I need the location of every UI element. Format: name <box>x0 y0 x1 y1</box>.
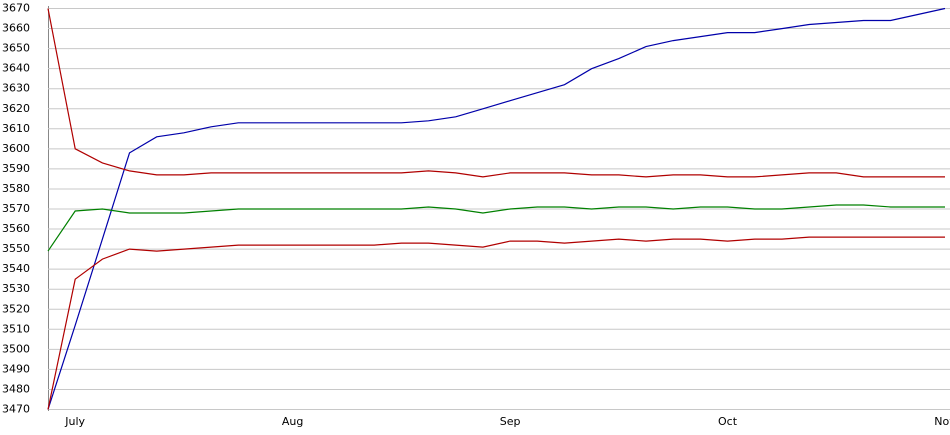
series-line <box>47 204 945 252</box>
y-tick-label: 3660 <box>2 22 30 35</box>
y-tick-label: 3580 <box>2 182 30 195</box>
y-tick-label: 3530 <box>2 282 30 295</box>
y-tick-label: 3510 <box>2 322 30 335</box>
x-tick-label: Nov <box>934 415 950 428</box>
x-tick-label: July <box>64 415 85 428</box>
y-tick-label: 3520 <box>2 302 30 315</box>
y-tick-label: 3620 <box>2 102 30 115</box>
y-tick-label: 3490 <box>2 362 30 375</box>
y-tick-label: 3600 <box>2 142 30 155</box>
series-line <box>47 236 945 410</box>
y-tick-label: 3590 <box>2 162 30 175</box>
y-tick-label: 3550 <box>2 242 30 255</box>
series-line <box>47 7 946 410</box>
x-tick-label: Aug <box>282 415 303 428</box>
y-tick-label: 3480 <box>2 382 30 395</box>
y-tick-label: 3470 <box>2 403 30 416</box>
y-tick-label: 3640 <box>2 62 30 75</box>
y-tick-label: 3610 <box>2 122 30 135</box>
y-tick-label: 3630 <box>2 82 30 95</box>
y-tick-label: 3540 <box>2 262 30 275</box>
x-tick-label: Sep <box>500 415 521 428</box>
y-tick-label: 3570 <box>2 202 30 215</box>
y-tick-label: 3560 <box>2 222 30 235</box>
x-tick-label: Oct <box>718 415 738 428</box>
y-tick-label: 3670 <box>2 2 30 15</box>
y-tick-label: 3650 <box>2 42 30 55</box>
series-line <box>47 8 945 178</box>
y-tick-label: 3500 <box>2 342 30 355</box>
